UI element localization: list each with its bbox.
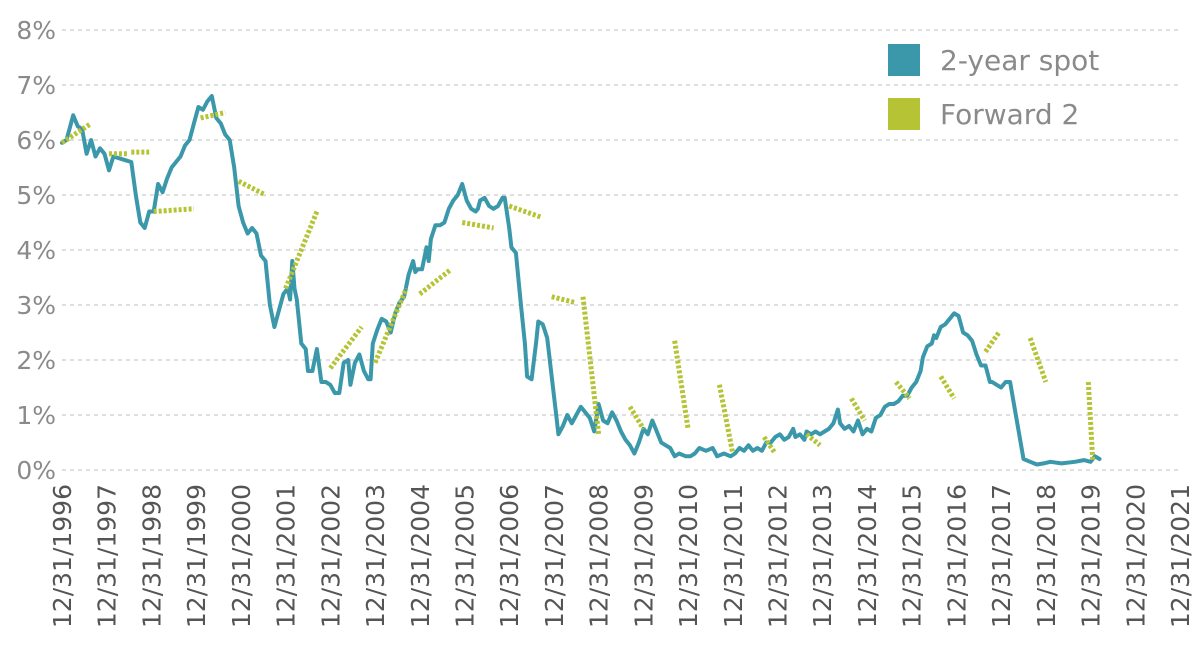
series-lines [60, 94, 1102, 467]
forward-segment [983, 331, 1001, 354]
legend-label-spot: 2-year spot [940, 44, 1099, 77]
forward-segment [372, 287, 409, 364]
y-tick-label: 6% [16, 126, 56, 155]
legend: 2-year spot Forward 2 [888, 44, 1099, 131]
y-axis-ticks: 0% 1% 2% 3% 4% 5% 6% 7% 8% [16, 16, 56, 485]
x-tick-label: 12/31/2006 [495, 484, 524, 628]
x-tick-label: 12/31/2001 [272, 484, 301, 628]
x-tick-label: 12/31/2010 [674, 484, 703, 628]
forward-segment [1085, 381, 1096, 462]
forward-segment [849, 397, 867, 422]
x-tick-label: 12/31/2012 [764, 484, 793, 628]
forward-segment [200, 110, 226, 121]
x-tick-label: 12/31/2021 [1166, 484, 1195, 628]
legend-label-forward: Forward 2 [940, 98, 1079, 131]
forward-segment [627, 405, 646, 431]
y-tick-label: 2% [16, 346, 56, 375]
forward-segment [894, 380, 912, 401]
forward-segment [153, 206, 195, 214]
x-tick-label: 12/31/2014 [853, 484, 882, 628]
x-tick-label: 12/31/2020 [1121, 484, 1150, 628]
x-tick-label: 12/31/2017 [987, 484, 1016, 628]
x-tick-label: 12/31/2000 [227, 484, 256, 628]
x-tick-label: 12/31/2007 [540, 484, 569, 628]
forward-segment [938, 375, 957, 400]
x-tick-label: 12/31/2004 [406, 484, 435, 628]
gridlines [62, 29, 1180, 471]
y-tick-label: 4% [16, 236, 56, 265]
x-axis-ticks: 12/31/1996 12/31/1997 12/31/1998 12/31/1999… [48, 484, 1195, 628]
forward-segment [237, 179, 267, 198]
forward-segment [551, 294, 575, 305]
forward-segment [805, 432, 822, 448]
x-tick-label: 12/31/2005 [450, 484, 479, 628]
y-tick-label: 7% [16, 71, 56, 100]
x-tick-label: 12/31/2008 [585, 484, 614, 628]
forward-segment [716, 384, 736, 454]
forward-segment [283, 210, 320, 290]
y-tick-label: 0% [16, 456, 56, 485]
legend-swatch-spot [888, 44, 920, 76]
forward-segment [508, 203, 542, 220]
x-tick-label: 12/31/1998 [137, 484, 166, 628]
forward-segment [328, 325, 364, 370]
x-tick-label: 12/31/2013 [808, 484, 837, 628]
x-tick-label: 12/31/2018 [1032, 484, 1061, 628]
x-tick-label: 12/31/2019 [1077, 484, 1106, 628]
forward-segment [1027, 337, 1049, 383]
forward-segment [461, 220, 494, 231]
x-tick-label: 12/31/2016 [942, 484, 971, 628]
y-tick-label: 3% [16, 291, 56, 320]
forward-segment [672, 340, 691, 430]
forward-segment [762, 435, 778, 455]
x-tick-label: 12/31/1996 [48, 484, 77, 628]
x-tick-label: 12/31/2003 [361, 484, 390, 628]
y-tick-label: 8% [16, 16, 56, 45]
forward-segment [418, 267, 453, 296]
x-tick-label: 12/31/2002 [316, 484, 345, 628]
series-line-spot [60, 94, 1102, 467]
x-tick-label: 12/31/2011 [719, 484, 748, 628]
legend-swatch-forward [888, 98, 920, 130]
x-tick-label: 12/31/1997 [93, 484, 122, 628]
x-tick-label: 12/31/2015 [898, 484, 927, 628]
y-tick-label: 1% [16, 401, 56, 430]
x-tick-label: 12/31/2009 [629, 484, 658, 628]
forward-segment [60, 121, 93, 145]
y-tick-label: 5% [16, 181, 56, 210]
x-tick-label: 12/31/1999 [182, 484, 211, 628]
forward-segment [580, 296, 602, 435]
